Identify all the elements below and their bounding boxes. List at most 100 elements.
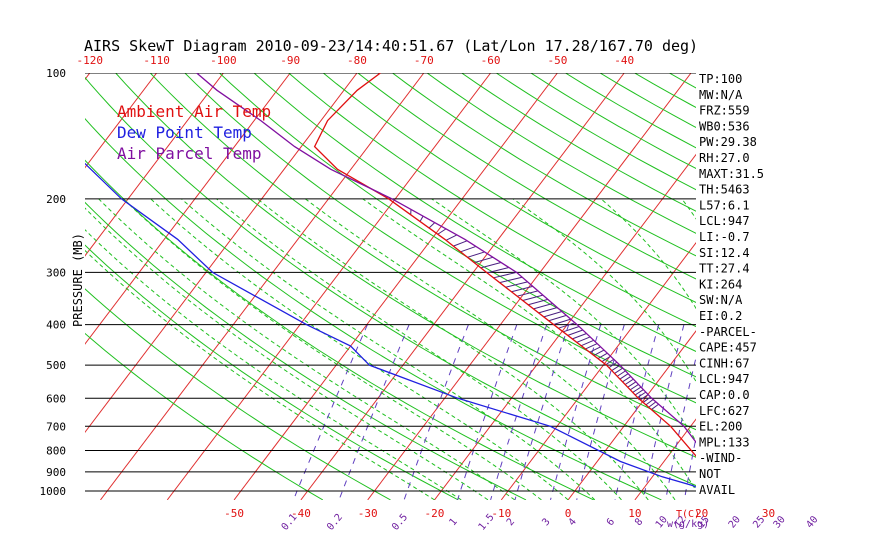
legend-dew-point-temp: Dew Point Temp [117,123,252,142]
index-label: NOT [699,467,721,481]
index-label: EI:0.2 [699,309,742,323]
cape-hatch-line [637,391,647,398]
cape-hatch-line [493,271,517,279]
cape-hatch-line [522,294,544,302]
mixing-ratio-tick-label: 4 [567,517,579,529]
cape-hatch-line [499,276,523,284]
moist-adiabat-line [304,198,676,500]
top-temp-tick-label: -90 [280,54,300,67]
mixing-ratio-line [293,324,368,500]
y-axis-label: PRESSURE (MB) [71,233,85,327]
cape-hatch-line [605,358,615,366]
cape-hatch-line [567,329,584,336]
cape-hatch-line [601,355,611,363]
isobar-lines [85,73,696,492]
dry-adiabat-lines [85,73,696,500]
ambient-air-temp-line [313,73,696,458]
chart-title: AIRS SkewT Diagram 2010-09-23/14:40:51.6… [84,37,698,55]
mixing-ratio-tick-label: 8 [633,517,645,529]
cape-hatch-line [528,298,548,306]
dry-adiabat-line [85,159,594,500]
isotherm-line [85,73,224,257]
cape-hatch-line [460,245,477,253]
cape-hatch-line [632,386,642,393]
isotherm-line [100,73,425,500]
isotherm-line [567,330,696,500]
dry-adiabat-line [85,332,324,500]
index-label: SW:N/A [699,293,743,307]
dry-adiabat-line [149,73,696,431]
cape-hatch-line [419,215,424,222]
dry-adiabat-line [530,73,696,170]
mixing-ratio-line [338,324,410,500]
index-label: CINH:67 [699,356,750,370]
moist-adiabat-line [431,198,696,443]
moist-adiabat-line [85,207,489,500]
pressure-tick-label: 900 [46,466,66,479]
plot-grid [85,73,696,500]
cape-hatch-line [474,256,494,264]
index-label: L57:6.1 [699,198,750,212]
moist-adiabat-line [150,198,569,500]
mixing-ratio-line [683,435,696,500]
cape-hatch-line [622,376,632,383]
cape-hatch-line [648,401,657,408]
index-label: MAXT:31.5 [699,167,764,181]
cape-hatch-line [511,285,533,293]
cape-hatch-line [619,373,629,380]
index-label: LCL:947 [699,214,750,228]
index-label: -PARCEL- [699,325,757,339]
bottom-temp-tick-label: 0 [565,507,572,520]
legend-air-parcel-temp: Air Parcel Temp [117,144,262,163]
index-label: -WIND- [699,451,742,465]
moist-adiabat-line [122,198,542,500]
index-label: LCL:947 [699,372,750,386]
top-temp-tick-label: -120 [77,54,104,67]
cape-hatch-line [616,370,626,377]
dew-point-temp-line [85,162,696,488]
dry-adiabat-line [115,73,696,458]
cape-hatch-line [651,403,659,410]
cape-hatch-line [533,303,553,310]
mixing-ratio-tick-label: 1 [448,517,460,529]
cape-hatch-line [581,339,594,347]
pressure-tick-label: 200 [46,193,66,206]
pressure-tick-label: 700 [46,420,66,433]
mixing-axis-unit: w(g/kg) [667,519,709,530]
cape-hatch-line [629,384,639,391]
sounding-profiles [85,73,696,488]
cape-hatch-line [645,399,654,406]
moist-adiabat-line [85,249,435,500]
pressure-tick-label: 300 [46,266,66,279]
dry-adiabat-line [85,288,391,500]
dry-adiabat-line [288,73,696,328]
cape-hatch-line [548,314,567,322]
dry-adiabat-line [184,73,696,404]
legend-ambient-air-temp: Ambient Air Temp [117,102,271,121]
dry-adiabat-line [219,73,696,378]
dry-adiabat-line [392,73,696,257]
moist-adiabat-line [98,198,516,500]
index-label: TP:100 [699,72,742,86]
isotherm-line [367,73,692,500]
air-parcel-temp-line [196,73,696,444]
cape-hatch-line [640,394,649,401]
index-label: CAPE:457 [699,341,757,355]
index-label: SI:12.4 [699,246,750,260]
moist-adiabat-line [216,198,622,500]
dry-adiabat-line [322,73,696,304]
top-temp-tick-label: -110 [143,54,170,67]
cape-hatch-line [572,333,587,340]
cape-hatch-line [445,234,458,241]
dry-adiabat-line [461,73,696,212]
index-label: TT:27.4 [699,262,750,276]
cape-hatch-line [428,222,436,229]
cape-hatch-line [486,267,510,274]
index-label: MPL:133 [699,435,750,449]
isotherm-line [434,153,696,500]
dry-adiabat-line [253,73,696,352]
cape-hatch-line [597,352,608,359]
cape-hatch-line [585,343,598,350]
isotherm-line [85,73,291,345]
